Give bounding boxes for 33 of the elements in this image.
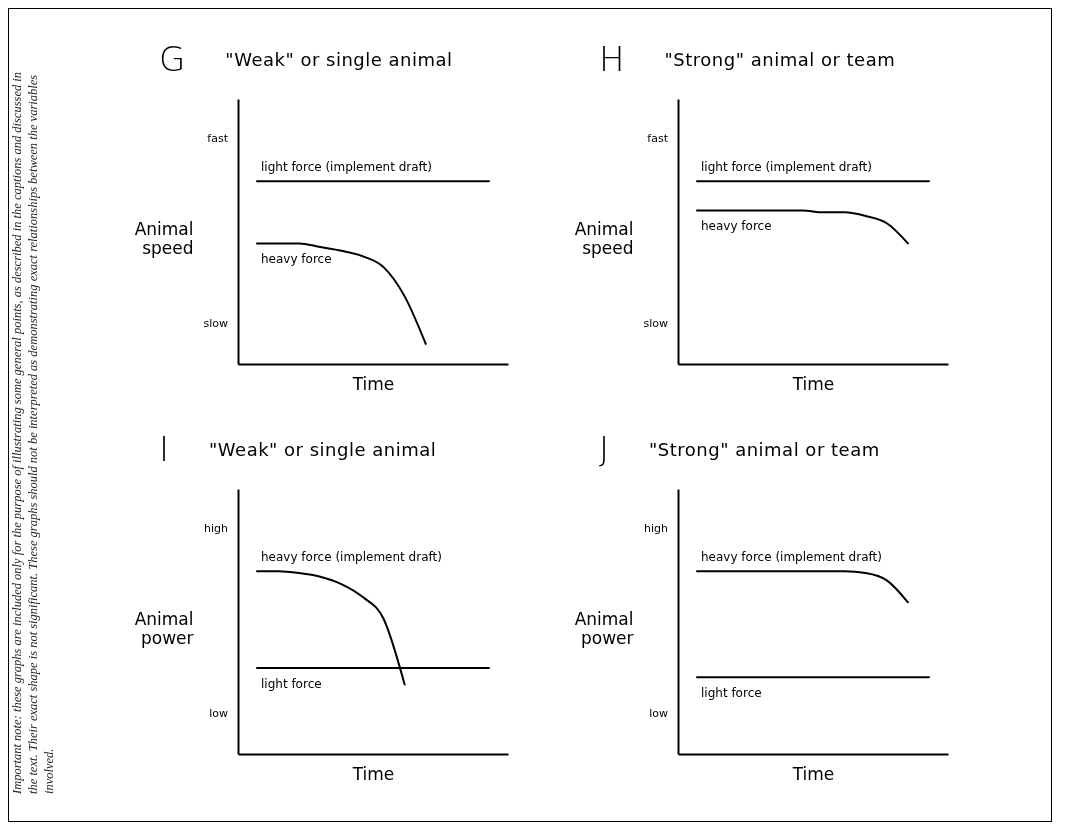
text: fast bbox=[647, 132, 669, 145]
text: low bbox=[209, 707, 228, 720]
series-label: light force (implement draft) bbox=[700, 160, 872, 175]
series-label: light force (implement draft) bbox=[260, 160, 432, 175]
series-label: light force bbox=[260, 677, 322, 692]
x-axis-title: Time bbox=[791, 373, 835, 394]
chart-title: H bbox=[599, 39, 625, 79]
text: slow bbox=[643, 317, 668, 330]
chart-subtitle: "Strong" animal or team bbox=[649, 438, 880, 460]
series-label: heavy force bbox=[700, 219, 772, 234]
series-label: heavy force (implement draft) bbox=[700, 550, 882, 565]
chart-subtitle: "Weak" or single animal bbox=[209, 438, 437, 460]
x-axis-title: Time bbox=[791, 763, 835, 784]
text: Important note: these graphs are included only for the purpose of illustrating some general points, as described in the captions and discussed in the text. Their exact shape is not significant. These graphs should not be interpreted as demonstrating exact relationships between the variables involved. bbox=[9, 70, 57, 794]
text: fast bbox=[207, 132, 229, 145]
text: slow bbox=[203, 317, 228, 330]
y-axis-title: Animal power bbox=[574, 608, 634, 648]
chart-title: I bbox=[159, 429, 170, 469]
y-axis-title: Animal power bbox=[134, 608, 194, 648]
text: low bbox=[649, 707, 668, 720]
y-axis-title: Animal speed bbox=[134, 218, 194, 258]
chart-title: G bbox=[159, 39, 186, 79]
series-label: heavy force (implement draft) bbox=[260, 550, 442, 565]
text: high bbox=[644, 522, 669, 535]
chart-subtitle: "Weak" or single animal bbox=[225, 48, 453, 70]
series-label: light force bbox=[700, 686, 762, 701]
x-axis-title: Time bbox=[351, 373, 395, 394]
text: high bbox=[204, 522, 229, 535]
series-label: heavy force bbox=[260, 252, 332, 267]
chart-title: J bbox=[599, 429, 610, 469]
y-axis-title: Animal speed bbox=[574, 218, 634, 258]
x-axis-title: Time bbox=[351, 763, 395, 784]
chart-subtitle: "Strong" animal or team bbox=[664, 48, 896, 70]
